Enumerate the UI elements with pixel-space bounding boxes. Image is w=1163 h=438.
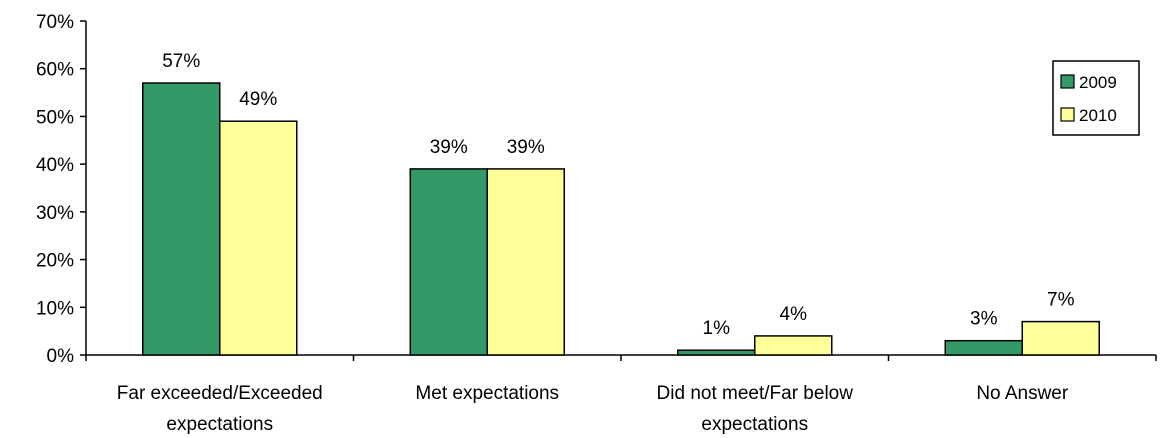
x-category-label: expectations [701, 414, 808, 435]
axes: 0% 10% 20% 30% 40% 50% 60% 70% Far exceeded/Exce… [36, 12, 1157, 435]
data-label-2009: 3% [970, 309, 998, 330]
data-label-2009: 57% [162, 51, 200, 72]
bar-2010 [219, 120, 298, 356]
y-tick-label: 0% [47, 346, 75, 367]
data-label-2009: 39% [430, 137, 468, 158]
x-category-label: Met expectations [415, 383, 559, 404]
x-category-label: expectations [166, 414, 273, 435]
bar-2009 [944, 339, 1023, 356]
bar-2009 [677, 349, 756, 356]
legend-swatch-2010 [1060, 107, 1075, 122]
x-category-label: No Answer [976, 383, 1069, 404]
legend-swatch-2009 [1060, 74, 1075, 89]
legend-label-2009: 2009 [1079, 73, 1117, 92]
y-tick-label: 70% [36, 12, 74, 33]
data-label-2009: 1% [703, 318, 731, 339]
data-label-2010: 4% [780, 304, 808, 325]
bar-2009 [409, 168, 488, 356]
x-category-label: Far exceeded/Exceeded [117, 383, 323, 404]
y-tick-label: 50% [36, 107, 74, 128]
bar-2010 [1021, 320, 1100, 356]
legend: 2009 2010 [1052, 60, 1140, 136]
x-category-label: Did not meet/Far below [657, 383, 854, 404]
y-tick-label: 10% [36, 298, 74, 319]
y-tick-label: 30% [36, 203, 74, 224]
legend-box [1052, 60, 1140, 136]
y-tick-label: 20% [36, 251, 74, 272]
bar-2009 [142, 82, 221, 356]
data-label-2010: 7% [1047, 290, 1075, 311]
bar-2010 [486, 168, 565, 356]
y-tick-label: 60% [36, 60, 74, 81]
data-label-2010: 39% [507, 137, 545, 158]
legend-label-2010: 2010 [1079, 106, 1117, 125]
data-labels: 57% 49% 39% 39% 1% 4% 3% 7% [162, 51, 1074, 339]
y-tick-label: 40% [36, 155, 74, 176]
bars [142, 82, 1100, 356]
bar-2010 [754, 335, 833, 356]
data-label-2010: 49% [239, 89, 277, 110]
